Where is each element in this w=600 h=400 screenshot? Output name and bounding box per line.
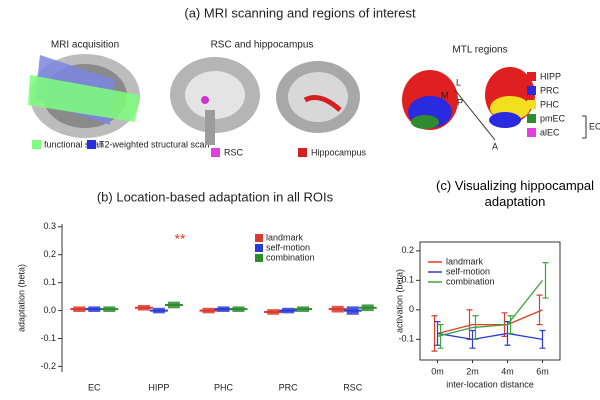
legend-label: alEC	[540, 127, 560, 137]
legend-label: RSC	[224, 147, 244, 157]
x-tick-label: 0m	[431, 366, 444, 376]
legend-label: PHC	[540, 99, 560, 109]
legend-swatch	[298, 148, 307, 157]
y-tick-label: 0.1	[43, 277, 56, 287]
legend-swatch	[87, 140, 96, 149]
legend-label: T2-weighted structural scan	[99, 139, 210, 149]
y-axis-label: activation (beta)	[394, 269, 404, 333]
legend-swatch	[255, 254, 263, 262]
y-tick-label: -0.2	[40, 361, 56, 371]
brain-image	[28, 54, 140, 138]
legend-swatch	[527, 128, 536, 137]
legend-label: combination	[446, 276, 495, 286]
legend-group: EC	[589, 121, 600, 131]
axis-letter: P	[457, 97, 463, 107]
error-bar	[542, 262, 549, 299]
y-tick-label: -0.1	[398, 334, 414, 344]
significance-annotation: **	[175, 231, 186, 247]
y-tick-label: 0	[409, 304, 414, 314]
y-axis-label: adaptation (beta)	[16, 264, 26, 332]
chart-title-box: (c) Visualizing hippocampal adaptation	[435, 178, 594, 209]
legend-label: self-motion	[266, 242, 310, 252]
section-title: MRI acquisition	[51, 40, 119, 51]
section-title: MTL regions	[452, 45, 507, 56]
error-bar	[507, 315, 514, 335]
brain-image	[402, 67, 535, 141]
x-tick-label: RSC	[343, 382, 363, 392]
y-tick-label: 0.2	[43, 249, 56, 259]
series-line	[437, 332, 543, 341]
legend-label: self-motion	[446, 266, 490, 276]
plot-frame	[419, 241, 561, 361]
axis-letter: L	[456, 77, 461, 87]
x-tick-label: PRC	[279, 382, 299, 392]
x-tick-label: 4m	[501, 366, 514, 376]
chart-title: (c) Visualizing hippocampal adaptation	[435, 178, 594, 209]
legend-swatch	[527, 72, 536, 81]
brain-image	[170, 57, 360, 145]
legend-label: HIPP	[540, 71, 561, 81]
y-tick-label: 0.0	[43, 305, 56, 315]
x-tick-label: EC	[88, 382, 101, 392]
x-tick-label: 6m	[536, 366, 549, 376]
x-tick-label: PHC	[214, 382, 234, 392]
legend-label: combination	[266, 252, 315, 262]
x-tick-label: 2m	[466, 366, 479, 376]
x-axis-label: inter-location distance	[446, 379, 534, 389]
error-bar	[536, 294, 543, 326]
legend-swatch	[527, 114, 536, 123]
legend-label: PRC	[540, 85, 560, 95]
y-tick-label: 0.1	[401, 275, 414, 285]
error-bar	[437, 324, 444, 349]
series-line	[437, 279, 544, 338]
axis-letter: A	[492, 141, 498, 151]
legend-swatch	[527, 86, 536, 95]
y-tick-label: 0.2	[401, 245, 414, 255]
legend-swatch	[255, 244, 263, 252]
legend-swatch	[211, 148, 220, 157]
panel-title: (a) MRI scanning and regions of interest	[184, 5, 416, 20]
y-tick-label: 0.3	[43, 221, 56, 231]
x-tick-label: HIPP	[148, 382, 169, 392]
legend-label: functional scan	[44, 139, 104, 149]
legend-label: landmark	[446, 256, 484, 266]
legend-label: pmEC	[540, 113, 566, 123]
y-tick-label: -0.1	[40, 333, 56, 343]
legend-swatch	[32, 140, 41, 149]
legend-label: Hippocampus	[311, 147, 367, 157]
legend-label: landmark	[266, 232, 304, 242]
section-title: RSC and hippocampus	[211, 40, 314, 51]
legend-swatch	[527, 100, 536, 109]
legend-swatch	[255, 234, 263, 242]
chart-title: (b) Location-based adaptation in all ROI…	[97, 189, 334, 204]
axis-letter: M	[441, 90, 449, 100]
series-line	[437, 309, 543, 335]
